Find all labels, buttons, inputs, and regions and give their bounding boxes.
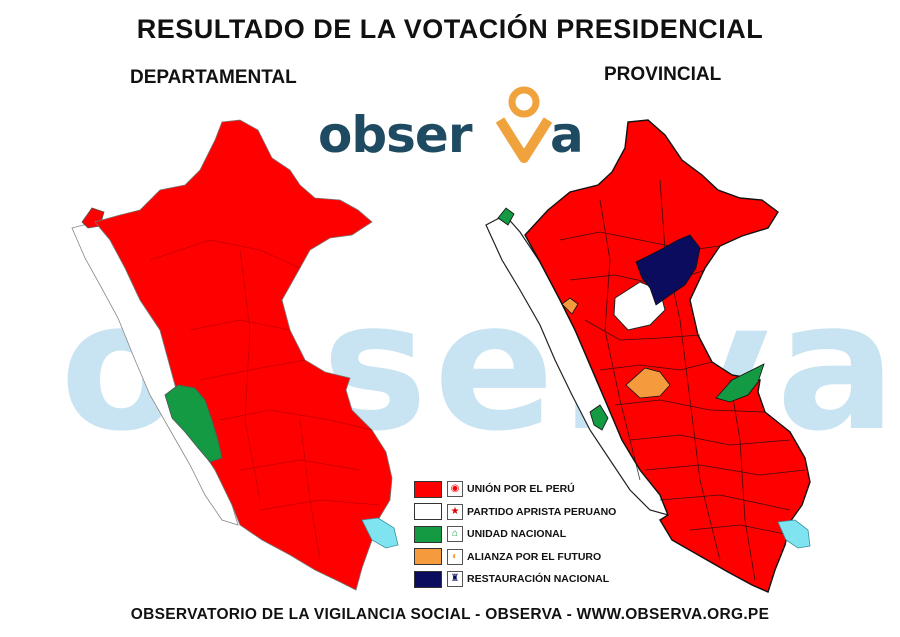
- dept-region-green: [164, 384, 223, 463]
- prov-region-navy: [635, 234, 701, 306]
- prov-region-green-coast: [589, 404, 609, 431]
- legend-item: ◐ ALIANZA POR EL FUTURO: [414, 546, 616, 569]
- apra-star-icon: ★: [447, 503, 463, 520]
- legend-item: ♜ RESTAURACIÓN NACIONAL: [414, 568, 616, 591]
- upp-emblem-icon: ◉: [447, 481, 463, 498]
- departmental-map: [71, 119, 399, 591]
- dept-lake-titicaca: [361, 517, 399, 549]
- provincial-map: [485, 119, 811, 593]
- prov-lake-titicaca: [777, 519, 811, 549]
- legend-label: UNIÓN POR EL PERÚ: [467, 483, 575, 496]
- prov-region-orange-1: [625, 367, 671, 399]
- apf-emblem-icon: ◐: [447, 548, 463, 565]
- departmental-subtitle: DEPARTAMENTAL: [130, 67, 297, 88]
- legend-swatch: [414, 525, 442, 543]
- page-title: RESULTADO DE LA VOTACIÓN PRESIDENCIAL: [136, 14, 764, 44]
- legend-label: PARTIDO APRISTA PERUANO: [467, 505, 617, 518]
- legend-label: UNIDAD NACIONAL: [467, 528, 567, 541]
- legend-swatch: [414, 503, 442, 521]
- rn-emblem-icon: ♜: [447, 571, 463, 588]
- legend-swatch: [414, 480, 442, 498]
- legend-item: ⌂ UNIDAD NACIONAL: [414, 523, 616, 546]
- footer-credit: OBSERVATORIO DE LA VIGILANCIA SOCIAL - O…: [130, 606, 770, 623]
- legend-label: ALIANZA POR EL FUTURO: [467, 550, 602, 563]
- legend-label: RESTAURACIÓN NACIONAL: [467, 573, 610, 586]
- legend-item: ★ PARTIDO APRISTA PERUANO: [414, 501, 616, 524]
- prov-region-green-east: [715, 363, 765, 403]
- prov-region-orange-2: [561, 297, 579, 315]
- legend-item: ◉ UNIÓN POR EL PERÚ: [414, 478, 616, 501]
- provincial-subtitle: PROVINCIAL: [604, 64, 722, 85]
- location-pin-icon: [495, 86, 553, 163]
- un-map-icon: ⌂: [447, 526, 463, 543]
- logo-text-tail: a: [550, 106, 584, 164]
- prov-region-green-north: [497, 207, 515, 226]
- observa-logo: obser a: [318, 84, 588, 174]
- logo-text: obser: [318, 106, 472, 164]
- legend-swatch: [414, 548, 442, 566]
- prov-borders: [559, 179, 806, 581]
- dept-borders: [149, 239, 381, 561]
- legend-swatch: [414, 570, 442, 588]
- legend: ◉ UNIÓN POR EL PERÚ ★ PARTIDO APRISTA PERUA…: [414, 478, 616, 591]
